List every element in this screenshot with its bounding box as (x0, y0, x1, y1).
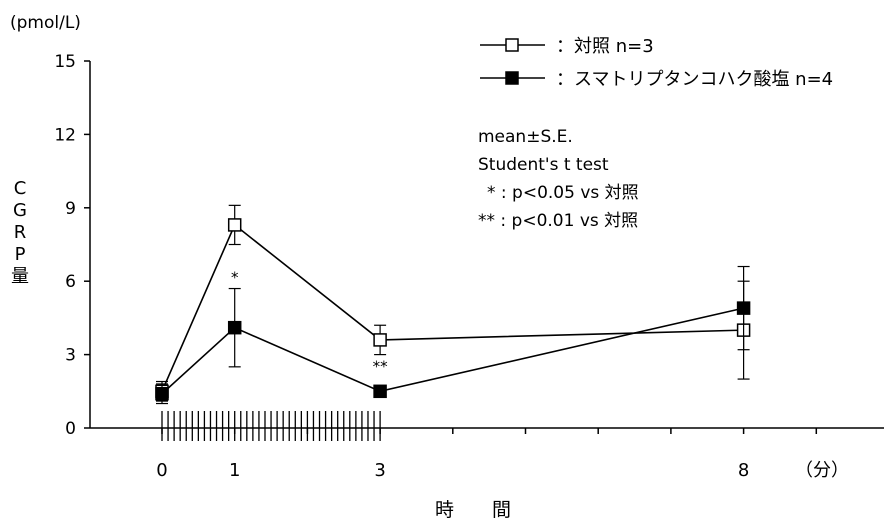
series-2 (155, 265, 751, 405)
series-layer: *** (155, 204, 751, 405)
legend-label: ：スマトリプタンコハク酸塩 n=4 (556, 69, 833, 90)
data-point (736, 301, 751, 315)
legend-marker (505, 71, 519, 85)
y-tick-label: 6 (65, 272, 76, 292)
y-axis-title-char: C (14, 178, 27, 199)
note-line: * : p<0.05 vs 対照 (487, 183, 639, 203)
series-line (161, 307, 744, 395)
legend-marker (505, 38, 519, 52)
y-tick-label: 3 (65, 346, 76, 366)
data-point (155, 386, 169, 401)
y-axis-title-char: P (15, 244, 26, 265)
x-tick-label: 8 (738, 460, 749, 481)
x-axis-title: 時 間 (435, 499, 511, 521)
y-tick-label: 15 (54, 52, 76, 72)
significance-mark: ** (373, 358, 389, 376)
significance-mark: * (231, 268, 239, 286)
series-line (161, 223, 744, 392)
data-point (227, 320, 242, 335)
y-axis-title-char: 量 (11, 266, 29, 287)
data-point (227, 218, 242, 232)
y-unit-label: (pmol/L) (10, 13, 81, 33)
y-axis-title-char: R (14, 222, 27, 243)
note-line: ** : p<0.01 vs 対照 (478, 211, 638, 231)
legend: ：対照 n=3 ：スマトリプタンコハク酸塩 n=4 (480, 36, 833, 90)
note-line: mean±S.E. (478, 127, 573, 147)
data-point (373, 333, 387, 347)
x-tick-label: 0 (156, 460, 167, 481)
note-line: Student's t test (478, 155, 609, 175)
data-point (373, 384, 387, 399)
x-tick-label: 3 (374, 460, 385, 481)
series-1 (155, 204, 751, 402)
y-axis-title-char: G (13, 200, 27, 221)
axes: 0 3 6 9 12 15 0 1 3 8 (54, 52, 884, 481)
y-tick-label: 0 (65, 419, 76, 439)
statistics-notes: mean±S.E. Student's t test * : p<0.05 vs … (478, 127, 639, 231)
administration-period-marks (161, 411, 381, 441)
x-tick-label: 1 (229, 460, 240, 481)
x-unit-label: （分） (795, 460, 849, 481)
legend-label: ：対照 n=3 (556, 36, 654, 57)
y-tick-label: 12 (54, 125, 76, 145)
y-tick-label: 9 (65, 199, 76, 219)
